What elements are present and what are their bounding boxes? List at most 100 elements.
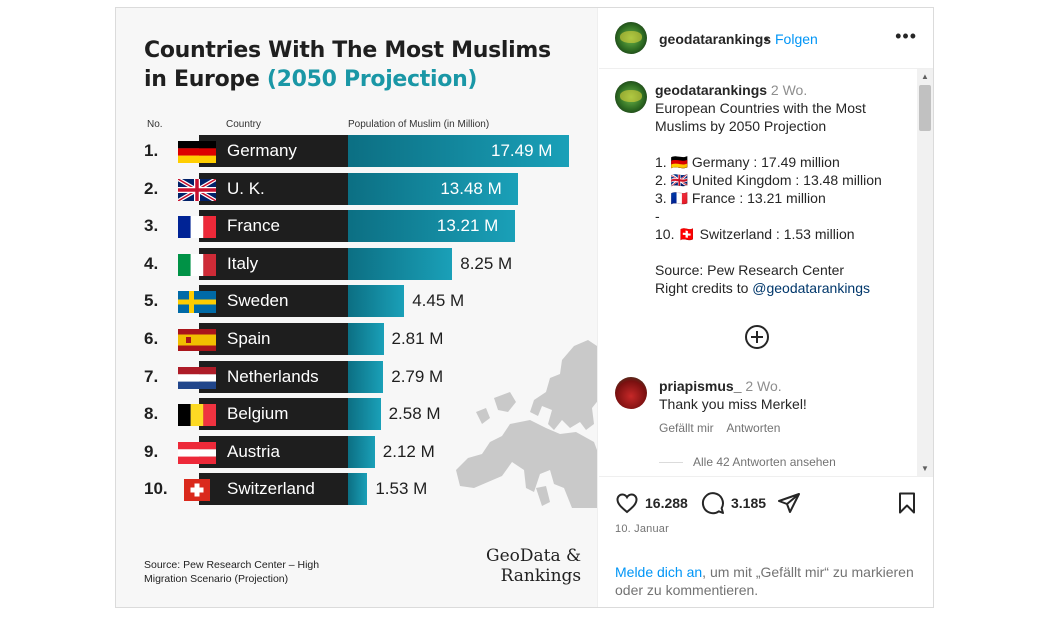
country-name: Italy bbox=[227, 253, 259, 273]
country-name: Belgium bbox=[227, 404, 289, 424]
switzerland-flag bbox=[178, 479, 216, 502]
comment-icon[interactable] bbox=[701, 491, 725, 515]
country-name: Germany bbox=[227, 141, 297, 160]
column-header-country: Country bbox=[226, 119, 262, 130]
rank-number: 9. bbox=[144, 441, 159, 461]
population-bar bbox=[348, 398, 381, 431]
caption-line: European Countries with the Most bbox=[655, 100, 866, 116]
population-value: 13.21 M bbox=[436, 216, 499, 236]
chart-row: 2. U. K. 13.48 M bbox=[144, 172, 584, 205]
population-bar bbox=[348, 172, 519, 205]
post-date[interactable]: 10. Januar bbox=[615, 523, 669, 535]
population-value: 13.48 M bbox=[440, 178, 502, 198]
like-count[interactable]: 16.288 bbox=[645, 495, 688, 511]
population-value: 2.79 M bbox=[391, 366, 444, 386]
heart-icon[interactable] bbox=[615, 491, 639, 515]
rank-number: 5. bbox=[144, 291, 159, 311]
load-more-comments-icon[interactable] bbox=[745, 325, 769, 349]
comment-text: Thank you miss Merkel! bbox=[659, 396, 807, 412]
chart-row: 9. Austria 2.12 M bbox=[144, 435, 584, 468]
country-label-background bbox=[199, 135, 348, 167]
population-bar bbox=[348, 285, 405, 318]
more-options-icon[interactable]: ••• bbox=[895, 26, 917, 46]
caption-username[interactable]: geodatarankings bbox=[655, 82, 768, 98]
europe-map-graphic bbox=[456, 340, 597, 508]
caption-source: Source: Pew Research Center bbox=[655, 262, 845, 278]
login-prompt-text: , um mit „Gefällt mir“ zu markieren oder… bbox=[615, 564, 914, 598]
follow-button[interactable]: Folgen bbox=[775, 31, 818, 47]
country-name: Spain bbox=[227, 329, 271, 348]
country-label-background bbox=[199, 247, 348, 280]
post-image[interactable]: Countries With The Most Muslims in Europ… bbox=[116, 8, 598, 607]
caption-time[interactable]: 2 Wo. bbox=[770, 82, 808, 98]
separator-dot: • bbox=[764, 31, 769, 47]
bookmark-icon[interactable] bbox=[895, 491, 919, 515]
rank-number: 4. bbox=[144, 253, 159, 273]
caption-list-item: 3. 🇫🇷 France : 13.21 million bbox=[655, 190, 826, 206]
comment-time[interactable]: 2 Wo. bbox=[745, 378, 782, 394]
post-actions: 16.288 3.185 10. Januar Melde dich an, u… bbox=[599, 476, 933, 607]
country-label-background bbox=[199, 360, 348, 393]
source-line-1: Source: Pew Research Center – High bbox=[144, 559, 320, 571]
country-name: Sweden bbox=[227, 291, 289, 311]
netherlands-flag bbox=[178, 366, 216, 389]
commenter-avatar[interactable] bbox=[615, 377, 647, 409]
caption-list-item: 1. 🇩🇪 Germany : 17.49 million bbox=[655, 154, 840, 170]
scroll-up-icon[interactable]: ▲ bbox=[921, 72, 929, 81]
post-header: geodatarankings • Folgen ••• bbox=[599, 8, 933, 69]
country-label-background bbox=[199, 210, 348, 243]
country-name: Netherlands bbox=[227, 366, 319, 386]
brand-logo: GeoData & Rankings bbox=[486, 546, 581, 586]
title-line-1: Countries With The Most Muslims bbox=[144, 38, 551, 63]
country-name: Austria bbox=[227, 441, 280, 461]
population-bar bbox=[348, 135, 569, 167]
caption-author-avatar[interactable] bbox=[615, 81, 647, 113]
rank-number: 3. bbox=[144, 216, 159, 236]
scrollbar-thumb[interactable] bbox=[919, 85, 931, 131]
population-bar bbox=[348, 360, 384, 393]
belgium-flag bbox=[178, 404, 216, 427]
view-replies-button[interactable]: Alle 42 Antworten ansehen bbox=[659, 455, 836, 469]
brand-line-2: Rankings bbox=[500, 566, 582, 586]
caption-line: Muslims by 2050 Projection bbox=[655, 118, 827, 134]
comment-reply-button[interactable]: Antworten bbox=[726, 421, 781, 435]
chart-row: 8. Belgium 2.58 M bbox=[144, 398, 584, 431]
caption-header: geodatarankings 2 Wo. bbox=[655, 82, 807, 98]
comment-like-button[interactable]: Gefällt mir bbox=[659, 421, 714, 435]
login-link[interactable]: Melde dich an bbox=[615, 564, 703, 580]
title-accent: (2050 Projection) bbox=[266, 67, 478, 92]
login-prompt: Melde dich an, um mit „Gefällt mir“ zu m… bbox=[615, 563, 925, 599]
germany-flag bbox=[178, 141, 216, 163]
instagram-post: Countries With The Most Muslims in Europ… bbox=[115, 7, 934, 608]
spain-flag bbox=[178, 329, 216, 351]
commenter-username[interactable]: priapismus_ bbox=[659, 378, 742, 394]
country-name: Switzerland bbox=[227, 479, 315, 499]
france-flag bbox=[178, 216, 216, 239]
infographic-title: Countries With The Most Muslims in Europ… bbox=[144, 36, 551, 94]
chart-row: 6. Spain 2.81 M bbox=[144, 323, 584, 355]
chart-row: 10. Switzerland 1.53 M bbox=[144, 473, 584, 506]
rank-number: 1. bbox=[144, 141, 159, 160]
country-label-background bbox=[199, 285, 348, 318]
author-avatar[interactable] bbox=[615, 22, 647, 54]
rank-number: 6. bbox=[144, 329, 159, 348]
comments-panel: geodatarankings 2 Wo. European Countries… bbox=[599, 69, 933, 476]
scroll-down-icon[interactable]: ▼ bbox=[921, 464, 929, 473]
population-bar bbox=[348, 473, 368, 506]
population-value: 17.49 M bbox=[491, 141, 553, 160]
credits-prefix: Right credits to bbox=[655, 280, 753, 296]
rank-number: 7. bbox=[144, 366, 159, 386]
comments-scrollbar[interactable]: ▲ ▼ bbox=[917, 69, 933, 476]
rank-number: 2. bbox=[144, 178, 159, 198]
population-value: 8.25 M bbox=[460, 253, 513, 273]
country-name: U. K. bbox=[227, 178, 265, 198]
comment-count[interactable]: 3.185 bbox=[731, 495, 767, 511]
population-bar bbox=[348, 247, 453, 280]
author-username[interactable]: geodatarankings bbox=[659, 31, 772, 47]
sweden-flag bbox=[178, 291, 216, 314]
country-label-background bbox=[199, 172, 348, 205]
comment: priapismus_ 2 Wo. Thank you miss Merkel! bbox=[659, 377, 807, 413]
column-header-population: Population of Muslim (in Million) bbox=[348, 119, 490, 130]
share-icon[interactable] bbox=[777, 491, 801, 515]
credits-handle-link[interactable]: @geodatarankings bbox=[752, 280, 871, 296]
